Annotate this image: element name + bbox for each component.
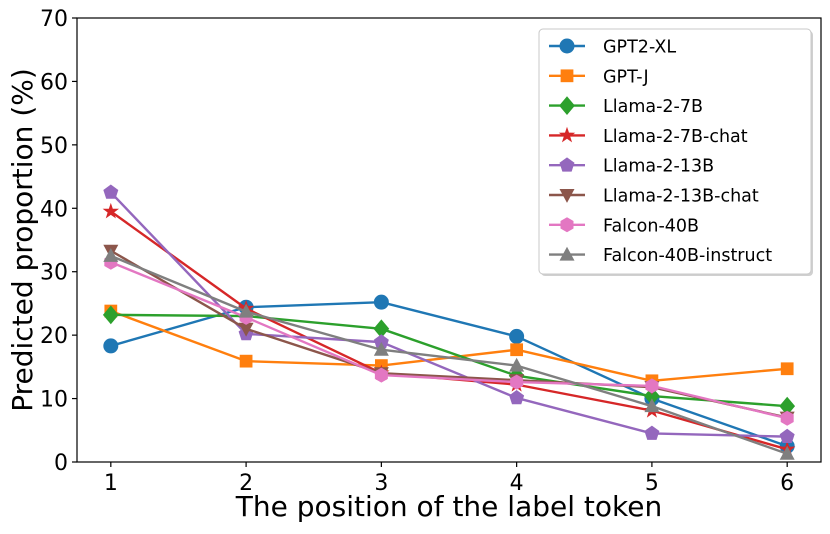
x-axis-label: The position of the label token (235, 490, 662, 523)
legend-label: Llama-2-13B-chat (603, 187, 759, 207)
series-line-gpt2-xl (110, 300, 788, 448)
y-tick-label: 40 (40, 197, 68, 222)
data-point-falcon-40b (374, 367, 388, 383)
data-point-falcon-40b-instruct (373, 341, 389, 356)
x-tick-label: 4 (510, 471, 524, 496)
data-point-llama-2-7b (373, 319, 390, 339)
data-point-gpt2-xl (103, 338, 119, 354)
data-point-llama-2-7b-chat (102, 202, 120, 219)
legend-entry-gpt2-xl: GPT2-XL (549, 38, 676, 58)
series-line-llama-2-7b (110, 313, 788, 408)
legend-marker (559, 38, 575, 54)
data-point-llama-2-13b (509, 390, 525, 405)
x-tick-label: 3 (374, 471, 388, 496)
series-line-falcon-40b-instruct (110, 254, 788, 455)
legend-marker (560, 69, 574, 83)
data-point-falcon-40b (780, 410, 794, 426)
data-point-llama-2-13b (103, 184, 119, 199)
legend-entry-llama-2-7b: Llama-2-7B (549, 96, 703, 117)
x-tick-label: 6 (780, 471, 794, 496)
legend-box (538, 28, 812, 275)
series-gpt2-xl (103, 294, 795, 454)
data-point-falcon-40b (645, 378, 659, 394)
legend-label: Falcon-40B-instruct (603, 246, 772, 266)
data-point-llama-2-13b (644, 425, 660, 440)
plot-marks (102, 184, 796, 460)
legend-entry-llama-2-13b: Llama-2-13B (549, 157, 714, 177)
x-tick-label: 5 (645, 471, 659, 496)
data-point-gpt2-xl (509, 328, 525, 344)
legend-label: Llama-2-13B (603, 157, 714, 177)
plot-frame (76, 17, 822, 463)
y-tick-label: 20 (40, 324, 68, 349)
x-tick-label: 2 (239, 471, 253, 496)
series-llama-2-13b (103, 184, 795, 443)
legend-entry-gpt-j: GPT-J (549, 67, 649, 87)
legend-marker (559, 96, 575, 115)
data-point-llama-2-7b (779, 396, 796, 416)
data-point-falcon-40b-instruct (779, 445, 795, 460)
data-point-llama-2-7b (102, 305, 119, 325)
data-point-llama-2-13b (373, 334, 389, 349)
data-point-falcon-40b (510, 374, 524, 390)
data-point-llama-2-13b-chat (238, 322, 254, 337)
legend-entry-llama-2-13b-chat: Llama-2-13B-chat (549, 187, 759, 207)
legend-label: Llama-2-7B (603, 97, 703, 117)
legend-marker (559, 157, 575, 172)
legend-marker (559, 189, 575, 203)
y-tick-label: 0 (54, 451, 68, 476)
series-line-llama-2-13b (109, 191, 788, 438)
data-point-falcon-40b-instruct (644, 398, 660, 413)
legend-label: GPT2-XL (603, 38, 676, 58)
series-llama-2-7b (102, 305, 796, 416)
legend-entry-falcon-40b: Falcon-40B (549, 216, 699, 236)
legend-marker (558, 126, 576, 143)
y-tick-label: 60 (40, 70, 68, 95)
legend-entry-llama-2-7b-chat: Llama-2-7B-chat (549, 126, 748, 147)
data-point-gpt-j (780, 362, 794, 376)
y-tick-label: 10 (40, 388, 68, 413)
x-tick-label: 1 (104, 471, 118, 496)
data-point-llama-2-7b (644, 386, 660, 406)
legend-marker (560, 217, 574, 233)
legend: GPT2-XL GPT-J Llama-2-7B Llama-2-7B-chat Lla… (538, 28, 813, 276)
y-tick-label: 50 (40, 134, 68, 159)
data-point-falcon-40b-instruct (103, 247, 119, 262)
y-tick-label: 30 (40, 261, 68, 286)
data-point-gpt-j (510, 343, 524, 357)
series-falcon-40b-instruct (103, 247, 795, 460)
data-point-falcon-40b-instruct (238, 303, 254, 318)
y-tick-label: 70 (40, 7, 68, 32)
legend-label: Falcon-40B (603, 216, 699, 236)
y-axis-label: Predicted proportion (%) (6, 68, 39, 412)
legend-marker (559, 246, 575, 261)
legend-label: GPT-J (603, 67, 649, 87)
data-point-llama-2-13b (779, 428, 795, 443)
data-point-falcon-40b-instruct (509, 357, 525, 372)
data-point-gpt2-xl (373, 294, 389, 310)
legend-label: Llama-2-7B-chat (603, 127, 748, 147)
series-line-falcon-40b (110, 261, 788, 420)
data-point-gpt-j (239, 354, 253, 368)
series-falcon-40b (104, 254, 794, 426)
legend-entry-falcon-40b-instruct: Falcon-40B-instruct (549, 246, 772, 266)
